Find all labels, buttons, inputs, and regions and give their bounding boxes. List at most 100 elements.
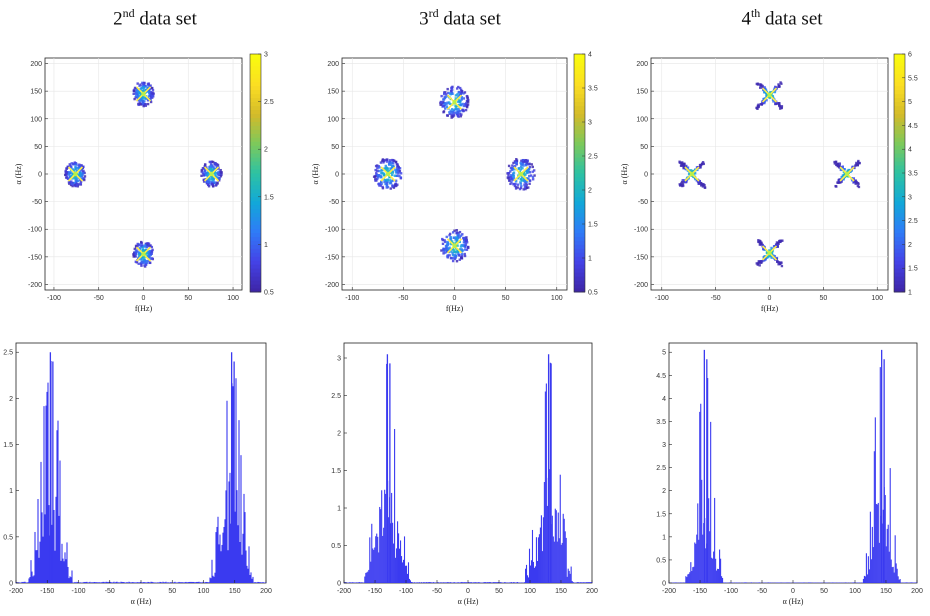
heatmap-cell	[73, 181, 77, 185]
heatmap-cell	[511, 178, 514, 182]
y-tick-label: 50	[331, 144, 339, 151]
heatmap-cell	[140, 262, 143, 266]
heatmap-cell	[139, 83, 142, 86]
heatmap-cell	[380, 171, 383, 175]
heatmap-cell	[148, 261, 152, 265]
colorbar-segment	[894, 61, 905, 67]
heatmap-cell	[443, 102, 446, 105]
heatmap-cell	[681, 183, 684, 186]
colorbar-segment	[250, 101, 261, 107]
heatmap-cell	[449, 89, 453, 92]
heatmap-cell	[218, 177, 221, 180]
heatmap-cell	[464, 241, 467, 244]
heatmap-cell	[512, 171, 516, 174]
heatmap-cell	[701, 185, 705, 188]
colorbar-segment	[250, 97, 261, 103]
heatmap-cell	[780, 105, 784, 108]
heatmap-cell	[136, 242, 139, 246]
heatmap-cell	[527, 170, 530, 173]
x-tick-label: 150	[555, 588, 567, 595]
colorbar-segment	[574, 129, 585, 134]
heatmap-cell	[521, 162, 525, 166]
y-tick-label: 150	[636, 89, 648, 96]
heatmap-cell	[777, 85, 781, 88]
colorbar-tick-label: 3.5	[908, 171, 918, 178]
colorbar-segment	[250, 196, 261, 202]
heatmap-cell	[696, 168, 699, 172]
colorbar-segment	[574, 276, 585, 281]
heatmap-cell	[458, 236, 461, 239]
heatmap-cell	[458, 240, 462, 244]
heatmap-cell	[769, 255, 772, 258]
x-axis-label: α (Hz)	[783, 597, 804, 606]
heatmap-cell	[516, 177, 520, 180]
heatmap-cell	[440, 249, 443, 252]
heatmap-cell	[140, 258, 144, 261]
heatmap-peak-core	[844, 171, 850, 177]
y-tick-label: 3	[662, 442, 666, 449]
colorbar-segment	[250, 125, 261, 130]
heatmap-cell	[463, 248, 467, 251]
colorbar-segment	[250, 212, 261, 218]
heatmap-cell	[211, 175, 214, 179]
heatmap-cell	[69, 171, 72, 174]
heatmap-cell	[82, 169, 85, 173]
heatmap-cell	[460, 90, 464, 93]
y-tick-label: -150	[325, 254, 339, 261]
x-tick-label: 100	[871, 295, 883, 302]
heatmap-cell	[83, 178, 86, 182]
x-tick-label: 100	[849, 588, 861, 595]
colorbar-segment	[250, 93, 261, 99]
colorbar-segment	[250, 137, 261, 142]
heatmap-cell	[209, 169, 212, 173]
heatmap-cell	[143, 103, 147, 106]
heatmap-cell	[399, 172, 403, 175]
heatmap-cell	[780, 264, 784, 268]
colorbar-segment	[894, 121, 905, 126]
heatmap-cell	[507, 172, 510, 175]
colorbar-segment	[250, 133, 261, 138]
colorbar-tick-label: 1.5	[588, 222, 598, 229]
heatmap-cell	[386, 169, 389, 173]
heatmap-cell	[772, 254, 775, 257]
heatmap-cell	[779, 262, 782, 266]
colorbar-tick-label: 2	[588, 188, 592, 195]
heatmap-cell	[74, 180, 78, 183]
heatmap-cell	[702, 162, 705, 166]
heatmap-cell	[211, 165, 214, 168]
heatmap-cell	[460, 254, 464, 257]
heatmap-cell	[213, 163, 216, 166]
colorbar-segment	[250, 117, 261, 122]
heatmap-cell	[134, 252, 137, 256]
heatmap-cell	[527, 177, 530, 180]
heatmap-cell	[513, 184, 517, 188]
x-tick-label: -100	[345, 295, 359, 302]
heatmap-cell	[519, 161, 522, 165]
heatmap-cell	[766, 255, 770, 259]
heatmap-cell	[777, 242, 780, 245]
heatmap-cell	[850, 169, 853, 172]
heatmap-cell	[509, 182, 512, 186]
y-tick-label: -100	[634, 227, 648, 234]
x-tick-label: 0	[142, 295, 146, 302]
colorbar-segment	[250, 141, 261, 146]
colorbar-segment	[894, 200, 905, 206]
heatmap-cell	[448, 102, 452, 106]
heatmap-cell	[390, 158, 394, 162]
heatmap-cell	[209, 165, 212, 168]
y-tick-label: -200	[325, 282, 339, 289]
colorbar-segment	[574, 216, 585, 222]
colorbar-segment	[894, 137, 905, 142]
heatmap-cell	[761, 101, 764, 105]
heatmap-cell	[454, 97, 458, 100]
colorbar-segment	[250, 236, 261, 241]
heatmap-cell	[460, 113, 463, 116]
colorbar-segment	[894, 192, 905, 198]
heatmap-cell	[205, 179, 209, 183]
heatmap-cell	[139, 91, 143, 94]
heatmap-cell	[379, 161, 383, 164]
heatmap-cell	[212, 181, 216, 185]
heatmap-cell	[151, 88, 155, 92]
heatmap-cell	[466, 100, 470, 104]
colorbar-segment	[574, 65, 585, 71]
